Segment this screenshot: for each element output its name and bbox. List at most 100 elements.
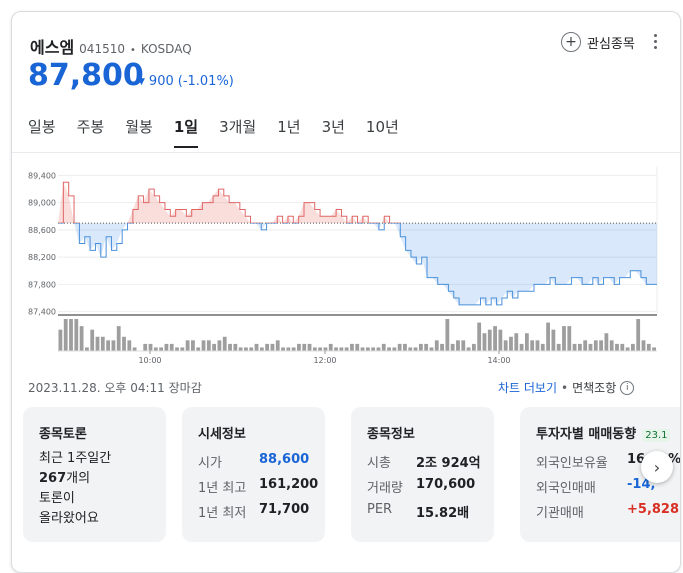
info-row: 거래량 170,600	[367, 477, 475, 496]
volume-bar	[535, 340, 540, 351]
volume-bar	[625, 347, 630, 351]
tab-daily[interactable]: 일봉	[28, 118, 56, 136]
volume-bar	[440, 343, 444, 351]
row-label: 1년 최고	[198, 481, 247, 496]
tab-3year[interactable]: 3년	[321, 118, 345, 136]
forum-line-4: 올라왔어요	[39, 511, 99, 526]
volume-bar	[615, 343, 619, 351]
volume-bar	[403, 343, 407, 351]
volume-bar	[281, 347, 285, 351]
volume-bar	[392, 347, 397, 351]
volume-bar	[175, 347, 179, 351]
volume-bar	[259, 347, 264, 351]
volume-bar	[567, 326, 572, 351]
y-tick-label: 88,600	[28, 226, 56, 235]
volume-bar	[63, 319, 68, 351]
row-value: 15.82배	[416, 506, 470, 521]
row-label: 외국인보유율	[536, 456, 608, 471]
volume-bar	[599, 340, 603, 351]
link-separator: •	[561, 380, 569, 395]
volume-bar	[275, 340, 280, 351]
tab-weekly[interactable]: 주봉	[76, 118, 105, 136]
forum-panel[interactable]: 종목토론 최근 1주일간 267개의 토론이 올라왔어요	[23, 407, 166, 542]
volume-bar	[588, 343, 593, 351]
volume-bar	[222, 336, 227, 351]
volume-bar	[254, 343, 259, 351]
x-tick-label: 10:00	[138, 356, 161, 365]
volume-bar	[482, 333, 487, 351]
volume-bar	[318, 347, 323, 351]
row-value: 161,200	[259, 477, 319, 492]
volume-bar	[265, 343, 270, 351]
more-options-icon[interactable]	[652, 34, 658, 49]
row-label: 거래량	[367, 481, 403, 496]
volume-bar	[365, 347, 370, 351]
volume-bar	[143, 343, 148, 351]
volume-bar	[371, 347, 376, 351]
stock-card: 에스엠 041510 • KOSDAQ + 관심종목 87,800 ▼ 900 …	[11, 11, 681, 573]
price-chart[interactable]: 89,400 89,000 88,600 88,200 87,800 87,400 10:0…	[12, 158, 680, 370]
watchlist-button[interactable]: + 관심종목	[561, 32, 635, 52]
volume-bar	[111, 340, 116, 351]
tab-3month[interactable]: 3개월	[219, 118, 257, 136]
volume-bar	[397, 343, 402, 351]
volume-bar	[652, 347, 656, 351]
volume-bar	[95, 336, 100, 351]
row-value: +5,828	[627, 502, 680, 517]
tab-monthly[interactable]: 월봉	[125, 118, 153, 136]
row-label: 외국인매매	[536, 481, 596, 496]
market-name: KOSDAQ	[140, 42, 192, 56]
row-label: PER	[367, 502, 393, 517]
tab-divider	[12, 152, 680, 153]
volume-bar	[546, 322, 550, 351]
y-tick-label: 88,200	[28, 253, 56, 262]
y-tick-label: 89,400	[28, 171, 56, 180]
investor-title: 투자자별 매매동향	[536, 427, 637, 442]
volume-bar	[58, 329, 63, 351]
volume-bar	[228, 343, 232, 351]
stock-info-panel[interactable]: 종목정보 시총 2조 924억 거래량 170,600 PER 15.82배	[351, 407, 494, 542]
volume-bar	[551, 329, 556, 351]
volume-bar	[434, 340, 439, 351]
volume-bar	[106, 340, 111, 351]
volume-bar	[630, 343, 635, 351]
info-icon[interactable]: i	[620, 380, 635, 395]
volume-bar	[408, 347, 413, 351]
volume-bar	[418, 343, 423, 351]
forum-line-1: 최근 1주일간	[39, 451, 112, 466]
stock-header: 에스엠 041510 • KOSDAQ	[30, 34, 192, 58]
area-below-baseline	[58, 223, 657, 305]
row-value: 170,600	[416, 477, 476, 492]
volume-bar	[413, 347, 418, 351]
disclaimer-link[interactable]: 면책조항	[572, 381, 617, 395]
next-panels-button[interactable]: ›	[641, 451, 673, 483]
volume-bar	[498, 329, 503, 351]
more-chart-link[interactable]: 차트 더보기	[498, 381, 558, 395]
volume-bar	[514, 333, 519, 351]
volume-bar	[556, 343, 561, 351]
volume-bar	[360, 347, 365, 351]
volume-bar	[328, 343, 333, 351]
row-label: 시총	[367, 456, 391, 471]
volume-bar	[212, 343, 217, 351]
tab-10year[interactable]: 10년	[365, 118, 399, 136]
volume-bar	[466, 347, 471, 351]
volume-bar	[344, 347, 349, 351]
stock-name[interactable]: 에스엠	[30, 38, 75, 57]
panel-title: 시세정보	[198, 427, 246, 442]
row-value: 2조 924억	[416, 456, 481, 471]
volume-bar	[90, 329, 95, 351]
tab-1year[interactable]: 1년	[277, 118, 301, 136]
y-tick-label: 87,400	[28, 308, 56, 317]
volume-bar	[461, 340, 466, 351]
volume-bar	[100, 336, 105, 351]
volume-bar	[238, 347, 243, 351]
period-tabs: 일봉 주봉 월봉 1일 3개월 1년 3년 10년	[28, 116, 420, 148]
volume-bar	[583, 340, 588, 351]
volume-bar	[355, 343, 360, 351]
volume-bar	[471, 343, 476, 351]
quote-panel[interactable]: 시세정보 시가 88,600 1년 최고 161,200 1년 최저 71,700	[182, 407, 325, 542]
tab-1day[interactable]: 1일	[173, 116, 199, 148]
down-arrow-icon: ▼	[138, 76, 145, 87]
volume-bar	[477, 322, 482, 351]
